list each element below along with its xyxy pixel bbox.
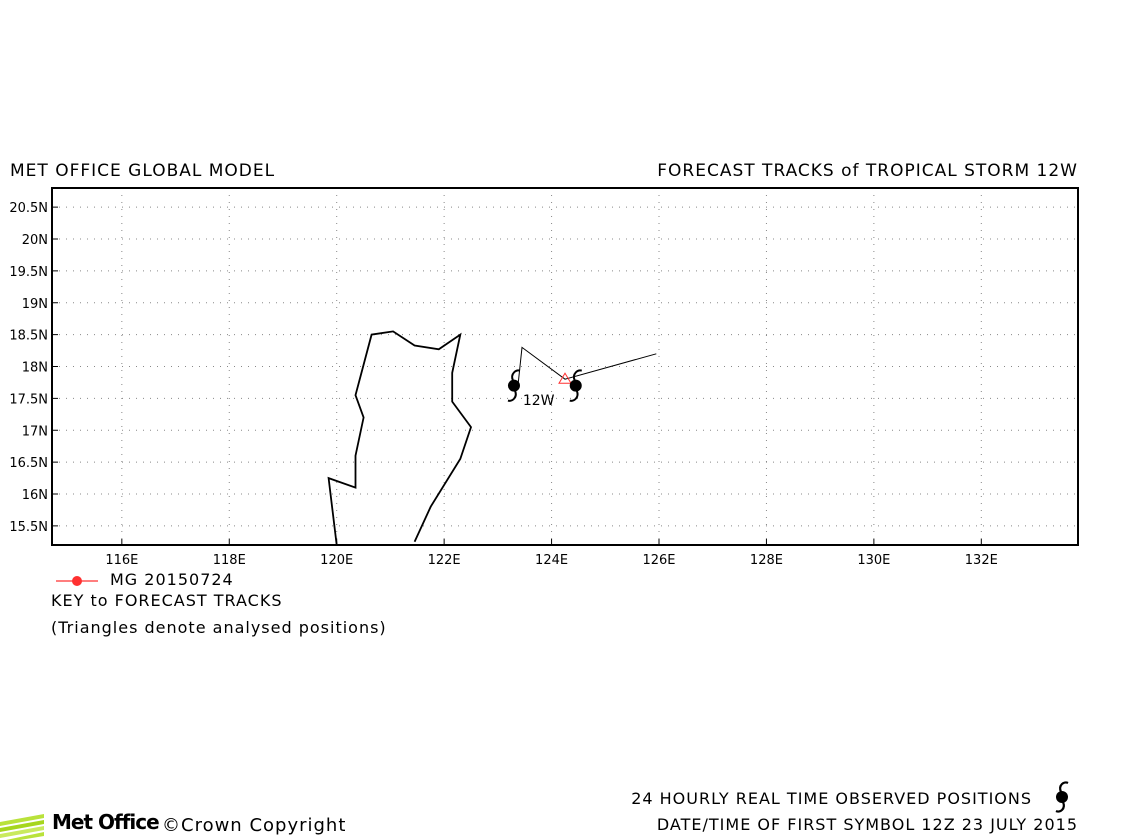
- key-marker: [72, 576, 82, 586]
- tropical-cyclone-icon: [1055, 781, 1069, 813]
- lon-tick-label: 122E: [428, 553, 461, 568]
- lon-tick-label: 118E: [213, 553, 246, 568]
- storm-title: FORECAST TRACKS of TROPICAL STORM 12W: [657, 161, 1078, 181]
- lat-lon-grid: [52, 188, 1078, 545]
- forecast-tracks: [507, 346, 657, 402]
- forecast-track-line: [517, 346, 657, 383]
- lon-tick-label: 130E: [857, 553, 890, 568]
- lon-tick-label: 126E: [642, 553, 675, 568]
- lon-tick-label: 124E: [535, 553, 568, 568]
- coastline: [327, 330, 473, 546]
- lat-tick-label: 19N: [22, 297, 48, 312]
- observed-position-icon: [507, 369, 521, 402]
- key-note: (Triangles denote analysed positions): [51, 618, 387, 637]
- crown-copyright: ©Crown Copyright: [162, 815, 347, 836]
- lat-tick-label: 20N: [22, 233, 48, 248]
- lat-tick-label: 17N: [22, 424, 48, 439]
- lat-tick-label: 16.5N: [9, 456, 48, 471]
- lon-tick-label: 116E: [105, 553, 138, 568]
- lat-tick-label: 20.5N: [9, 201, 48, 216]
- key-model-run: MG 20150724: [110, 570, 234, 589]
- lon-tick-label: 120E: [320, 553, 353, 568]
- brand-name: Met Office: [52, 810, 160, 834]
- lon-tick-label: 132E: [965, 553, 998, 568]
- lat-tick-label: 19.5N: [9, 265, 48, 280]
- axis-labels: 20.5N 20N 19.5N 19N 18.5N 18N 17.5N 17N 16.5N 16N…: [9, 201, 997, 568]
- analysed-position-triangle: [558, 372, 572, 384]
- key-title: KEY to FORECAST TRACKS: [51, 591, 283, 610]
- model-title: MET OFFICE GLOBAL MODEL: [10, 161, 276, 181]
- first-symbol-note: DATE/TIME OF FIRST SYMBOL 12Z 23 JULY 20…: [656, 815, 1078, 834]
- storm-label: 12W: [522, 392, 555, 409]
- lat-tick-label: 17.5N: [9, 392, 48, 407]
- map-frame: [51, 187, 1079, 546]
- observed-note: 24 HOURLY REAL TIME OBSERVED POSITIONS: [631, 789, 1032, 808]
- coastline-luzon: [327, 330, 473, 546]
- observed-position-icon: [569, 369, 582, 402]
- lon-tick-label: 128E: [750, 553, 783, 568]
- met-office-logo-icon: [0, 814, 44, 840]
- lat-tick-label: 16N: [22, 488, 48, 503]
- lat-tick-label: 15.5N: [9, 520, 48, 535]
- lat-tick-label: 18.5N: [9, 329, 48, 344]
- lat-tick-label: 18N: [22, 361, 48, 376]
